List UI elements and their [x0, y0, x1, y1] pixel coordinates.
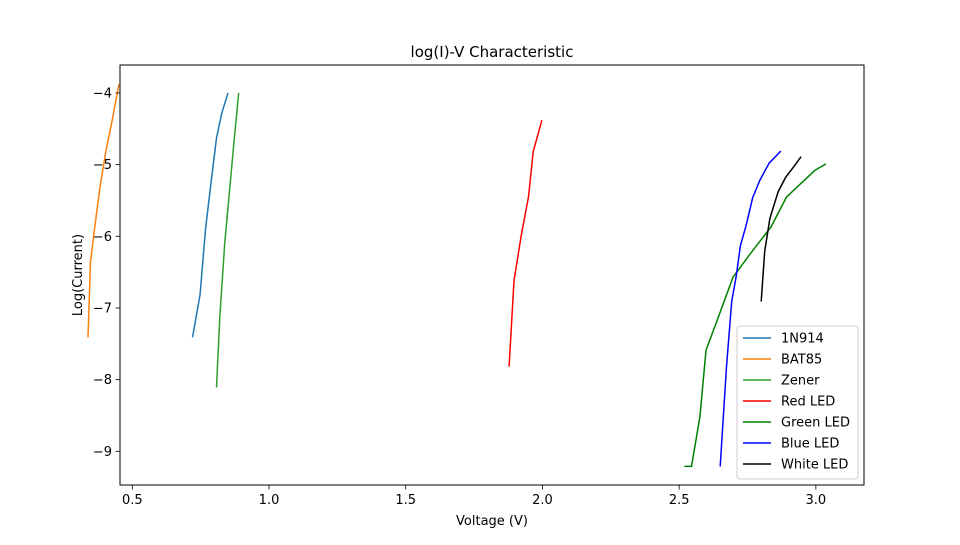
legend-entry: Red LED: [781, 395, 835, 410]
y-axis: −9 −8 −7 −6 −5 −4: [93, 86, 120, 460]
legend-entry: 1N914: [781, 332, 824, 347]
series-line-1: [87, 84, 120, 338]
y-tick-label: −5: [93, 158, 112, 173]
x-tick-label: 1.0: [259, 493, 280, 508]
series-line-0: [191, 92, 229, 338]
y-tick-label: −8: [93, 373, 112, 388]
y-tick-label: −6: [93, 230, 112, 245]
y-tick-label: −7: [93, 301, 112, 316]
legend-entry: White LED: [781, 458, 848, 473]
chart-title: log(I)-V Characteristic: [411, 43, 574, 61]
x-tick-label: 2.0: [532, 493, 553, 508]
x-tick-label: 1.5: [395, 493, 416, 508]
y-tick-label: −9: [93, 445, 112, 460]
legend-entry: Green LED: [781, 416, 850, 431]
series-line-2: [215, 92, 240, 388]
x-axis: 0.5 1.0 1.5 2.0 2.5 3.0: [122, 485, 826, 508]
series-line-6: [760, 156, 802, 302]
legend-entry: Zener: [781, 374, 820, 389]
series-line-5: [719, 150, 782, 467]
series-line-3: [508, 120, 543, 367]
legend: 1N914 BAT85 Zener Red LED Green LED Blue LED W…: [736, 325, 859, 480]
x-tick-label: 0.5: [122, 493, 143, 508]
y-axis-label: Log(Current): [71, 234, 86, 316]
series-layer: [87, 84, 827, 468]
legend-box: [736, 325, 859, 480]
legend-entry: BAT85: [781, 353, 822, 368]
y-tick-label: −4: [93, 86, 112, 101]
legend-entry: Blue LED: [781, 437, 839, 452]
series-line-4: [684, 163, 827, 468]
x-tick-label: 3.0: [806, 493, 827, 508]
x-tick-label: 2.5: [669, 493, 690, 508]
plot-frame: [119, 64, 865, 486]
x-axis-label: Voltage (V): [456, 514, 528, 529]
